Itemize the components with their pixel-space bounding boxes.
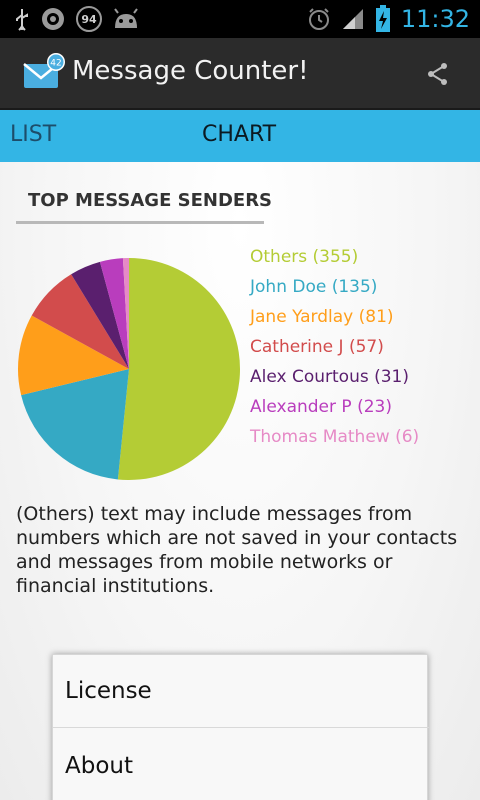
legend-item: Alexander P (23) bbox=[250, 397, 392, 417]
chart-legend: Others (355) John Doe (135) Jane Yardlay (… bbox=[250, 246, 419, 456]
menu-item-license[interactable]: License bbox=[53, 655, 429, 728]
section-title: TOP MESSAGE SENDERS bbox=[28, 190, 273, 211]
pie-slice-jane-yardlay bbox=[18, 315, 129, 396]
status-bar-system: 11:32 bbox=[307, 4, 470, 34]
app-title: Message Counter! bbox=[72, 56, 309, 86]
legend-item: Jane Yardlay (81) bbox=[250, 307, 394, 327]
status-bar: 94 11:32 bbox=[0, 0, 480, 38]
action-bar: 42 Message Counter! bbox=[0, 38, 480, 110]
pie-slice-alexander-p bbox=[99, 258, 129, 369]
clock: 11:32 bbox=[400, 5, 470, 33]
legend-item: Catherine J (57) bbox=[250, 337, 384, 357]
section-divider bbox=[16, 221, 264, 224]
envelope-icon[interactable]: 42 bbox=[22, 52, 66, 92]
status-bar-notifications: 94 bbox=[14, 6, 140, 32]
signal-icon bbox=[342, 9, 363, 29]
pie-slice-john-doe bbox=[21, 369, 129, 480]
tab-chart[interactable]: CHART bbox=[202, 122, 277, 147]
menu-item-about[interactable]: About bbox=[65, 752, 134, 779]
share-icon[interactable] bbox=[426, 62, 450, 86]
overflow-menu: License About bbox=[52, 654, 429, 800]
pie-chart bbox=[18, 258, 240, 480]
legend-item: Thomas Mathew (6) bbox=[250, 427, 420, 447]
tab-list[interactable]: LIST bbox=[10, 122, 57, 147]
pie-slice-catherine-j bbox=[31, 274, 129, 369]
pie-slice-alex-courtous bbox=[71, 261, 129, 369]
tab-bar: LIST CHART bbox=[0, 110, 480, 162]
usb-icon bbox=[16, 9, 28, 31]
pie-slice-others bbox=[117, 258, 240, 480]
android-icon bbox=[114, 8, 138, 28]
alarm-icon bbox=[308, 8, 329, 30]
pie-slice-thomas-mathew bbox=[122, 258, 129, 369]
sync-icon bbox=[42, 8, 64, 30]
battery-icon bbox=[375, 5, 390, 32]
legend-item: John Doe (135) bbox=[250, 277, 378, 297]
battery-badge-icon: 94 bbox=[76, 6, 102, 32]
legend-item: Alex Courtous (31) bbox=[250, 367, 410, 387]
legend-item: Others (355) bbox=[250, 247, 359, 267]
others-note: (Others) text may include messages from … bbox=[16, 503, 458, 597]
app-icon-badge: 42 bbox=[50, 59, 61, 69]
